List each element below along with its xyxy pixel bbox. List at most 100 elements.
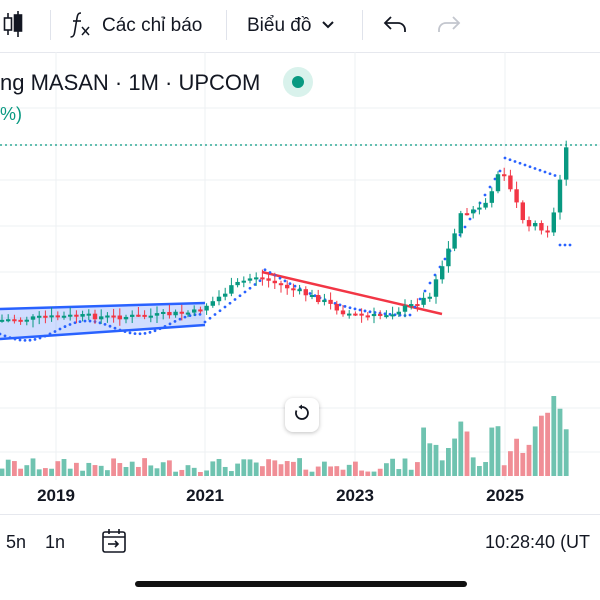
candle — [18, 319, 23, 322]
volume-bar — [346, 464, 352, 476]
sar-dot — [38, 336, 42, 340]
volume-bar — [563, 429, 569, 476]
sar-dot — [148, 330, 152, 334]
range-5n-button[interactable]: 5n — [6, 532, 27, 552]
chart-type-dropdown[interactable]: Biểu đồ — [247, 0, 335, 52]
candle — [74, 314, 79, 317]
volume-bar — [458, 421, 464, 476]
volume-bar — [154, 468, 160, 476]
volume-bar — [359, 470, 364, 476]
volume-bar — [539, 415, 544, 476]
volume-bar — [390, 458, 395, 476]
redo-icon — [436, 13, 462, 40]
candle — [440, 266, 445, 280]
reset-chart-button[interactable] — [285, 398, 319, 432]
volume-bar — [216, 458, 222, 476]
sar-dot — [238, 294, 242, 298]
volume-bar — [272, 460, 278, 476]
volume-bar — [160, 462, 166, 476]
sar-dot — [23, 339, 27, 342]
volume-bar — [408, 469, 414, 476]
sar-dot — [68, 323, 72, 326]
candle — [495, 174, 501, 192]
sar-dot — [408, 313, 412, 317]
candle — [111, 315, 116, 318]
sar-dot — [258, 279, 262, 283]
volume-bar — [334, 466, 340, 476]
undo-button[interactable] — [382, 0, 408, 52]
candle — [471, 209, 476, 214]
indicators-button[interactable]: Các chỉ báo — [68, 0, 202, 52]
candle — [464, 213, 470, 216]
sar-dot — [353, 307, 357, 311]
x-tick-label: 2019 — [37, 486, 75, 505]
candle — [260, 277, 265, 280]
candle — [24, 319, 29, 322]
sar-dot — [228, 301, 232, 305]
candle — [365, 315, 370, 318]
x-tick-label: 2021 — [186, 486, 224, 505]
candle — [409, 304, 414, 307]
volume-bar — [477, 465, 482, 476]
volume-bar — [526, 444, 532, 476]
candle — [0, 319, 5, 322]
sar-dot — [283, 279, 287, 283]
indicators-label: Các chỉ báo — [102, 15, 203, 36]
volume-bar — [340, 469, 346, 476]
sar-dot — [118, 328, 122, 332]
volume-bar — [371, 471, 377, 476]
volume-bar — [452, 438, 457, 476]
candle — [328, 299, 333, 304]
candle — [173, 311, 178, 316]
volume-bar — [284, 461, 290, 476]
candle — [30, 316, 36, 320]
candle — [551, 212, 556, 233]
sar-dot — [313, 294, 317, 298]
candle — [235, 281, 240, 286]
sar-dot — [8, 336, 12, 340]
sar-dot — [468, 217, 472, 221]
sar-dot — [418, 297, 422, 301]
range-1n-button[interactable]: 1n — [45, 532, 66, 552]
candle — [204, 305, 209, 311]
candle — [508, 175, 513, 190]
sar-dot — [173, 320, 177, 323]
sar-dot — [3, 334, 7, 338]
sar-dot — [48, 332, 52, 336]
sar-dot — [553, 174, 557, 177]
volume-bar — [98, 465, 104, 476]
volume-bar — [495, 426, 501, 476]
candle — [489, 191, 494, 203]
candle — [210, 301, 215, 306]
candle — [545, 230, 550, 233]
candle — [316, 295, 321, 303]
candle — [49, 315, 54, 318]
candle — [477, 207, 482, 210]
candle — [384, 315, 389, 318]
price-chart[interactable] — [0, 52, 600, 514]
redo-button[interactable] — [436, 0, 462, 52]
sar-dot — [73, 321, 77, 325]
volume-bar — [439, 460, 445, 476]
chart-style-button[interactable] — [2, 0, 24, 52]
go-to-date-button[interactable] — [100, 527, 128, 560]
sar-dot — [263, 268, 267, 272]
volume-bar — [241, 459, 247, 476]
sar-dot — [133, 332, 137, 336]
sar-dot — [123, 330, 127, 333]
undo-icon — [382, 13, 408, 40]
clock-timezone[interactable]: 10:28:40 (UT — [485, 532, 591, 552]
sar-dot — [43, 334, 47, 338]
sar-dot — [463, 225, 467, 229]
market-open-dot — [292, 76, 304, 88]
candle — [557, 179, 563, 213]
sar-dot — [33, 337, 37, 341]
trendline — [261, 270, 443, 316]
sar-dot — [538, 168, 542, 172]
candle — [229, 285, 234, 294]
volume-bar — [353, 461, 358, 476]
volume-bar — [303, 469, 309, 476]
chart-legend-title: ng MASAN · 1M · UPCOM — [0, 70, 261, 95]
chart-canvas[interactable] — [0, 52, 600, 514]
volume-bar — [61, 459, 67, 476]
